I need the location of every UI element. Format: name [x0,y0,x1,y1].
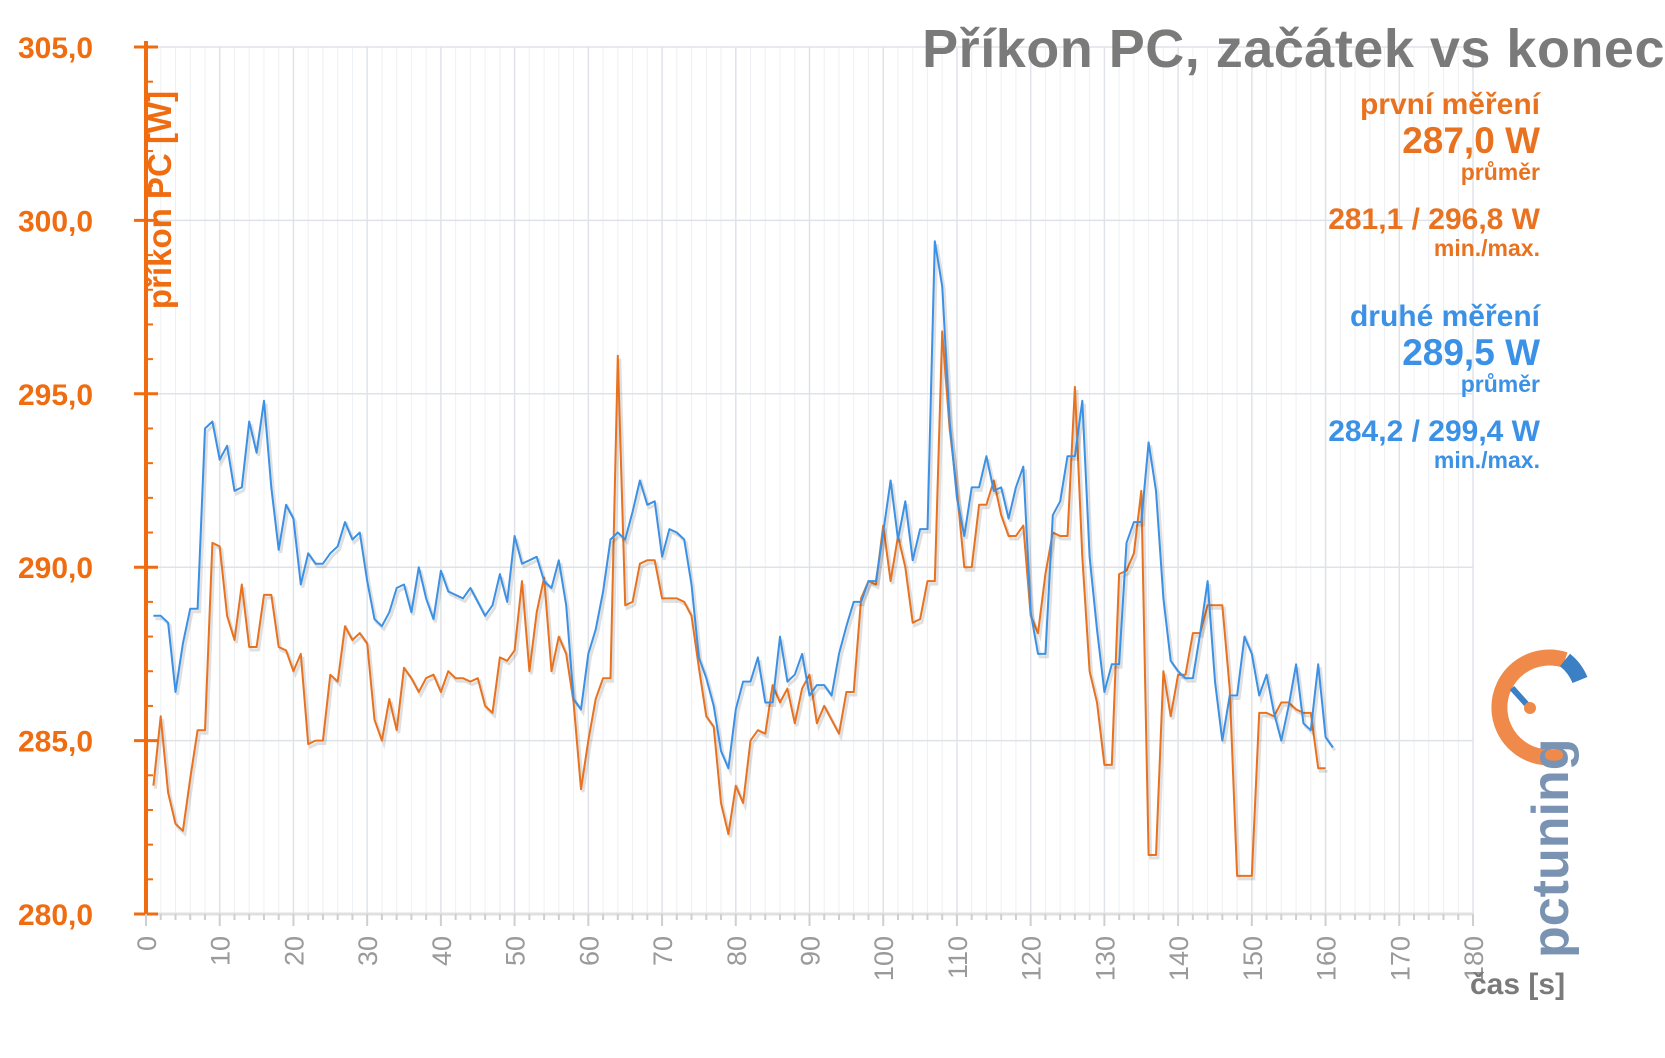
legend-series-1-average: 287,0 W [1402,120,1540,161]
pctuning-logo: pctuning [1491,649,1588,958]
x-tick-label: 150 [1238,936,1268,981]
y-tick-label: 285,0 [18,726,93,759]
x-tick-label: 100 [869,936,899,981]
x-tick-label: 120 [1017,936,1047,981]
legend-series-2-average-label: průměr [1460,371,1540,397]
x-tick-label: 130 [1090,936,1120,981]
legend-series-1-average-label: průměr [1460,159,1540,185]
y-tick-label: 290,0 [18,552,93,585]
x-tick-label: 140 [1164,936,1194,981]
x-tick-label: 170 [1385,936,1415,981]
legend-second-measurement: druhé měření 289,5 W průměr 284,2 / 299,… [1328,300,1540,472]
legend-series-2-minmax: 284,2 / 299,4 W [1328,415,1540,448]
chart-title: Příkon PC, začátek vs konec [922,19,1665,79]
y-tick-label: 295,0 [18,379,93,412]
x-tick-label: 10 [206,936,236,966]
x-tick-label: 110 [943,936,973,979]
legend-series-2-average: 289,5 W [1402,332,1540,373]
y-tick-label: 280,0 [18,899,93,932]
series-line-2 [153,240,1334,770]
y-tick-label: 300,0 [18,205,93,238]
legend-series-1-minmax: 281,1 / 296,8 W [1328,203,1540,236]
legend-series-1-name: první měření [1359,88,1540,121]
x-tick-label: 80 [722,936,752,966]
x-tick-label: 30 [353,936,383,966]
x-tick-label: 90 [796,936,826,966]
legend-first-measurement: první měření 287,0 W průměr 281,1 / 296,… [1328,88,1540,260]
legend-series-2-name: druhé měření [1349,300,1540,333]
series-line-1 [152,330,1326,877]
y-tick-label: 305,0 [18,32,93,65]
x-tick-label: 60 [574,936,604,966]
x-tick-label: 160 [1312,936,1342,981]
x-tick-label: 180 [1459,936,1489,981]
x-tick-label: 0 [132,936,162,951]
y-axis-label: příkon PC [W] [141,90,178,310]
legend-series-1-minmax-label: min./max. [1433,235,1540,261]
x-tick-label: 50 [501,936,531,966]
x-tick-label: 40 [427,936,457,966]
x-tick-label: 20 [279,936,309,966]
x-tick-label: 70 [648,936,678,966]
logo-text: pctuning [1522,738,1580,958]
x-axis-label: čas [s] [1470,968,1566,1001]
legend-series-2-minmax-label: min./max. [1433,447,1540,473]
